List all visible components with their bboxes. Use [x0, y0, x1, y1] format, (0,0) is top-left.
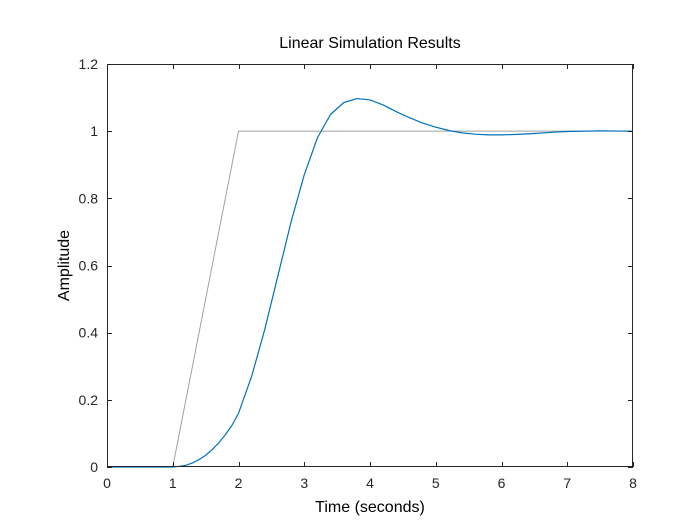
x-tick-label: 2 — [235, 475, 243, 491]
x-tick-label: 3 — [300, 475, 308, 491]
x-tick-label: 1 — [169, 475, 177, 491]
y-tick-label: 1.2 — [79, 56, 99, 72]
y-axis-title: Amplitude — [56, 230, 73, 301]
x-tick-label: 4 — [366, 475, 374, 491]
x-tick-label: 6 — [498, 475, 506, 491]
y-tick-label: 0.6 — [79, 258, 99, 274]
x-tick-label: 0 — [103, 475, 111, 491]
y-tick-label: 1 — [90, 123, 98, 139]
y-tick-label: 0.4 — [79, 325, 99, 341]
x-tick-label: 5 — [432, 475, 440, 491]
axes-background — [107, 64, 633, 467]
x-tick-label: 8 — [629, 475, 637, 491]
x-tick-label: 7 — [563, 475, 571, 491]
y-tick-label: 0.2 — [79, 392, 99, 408]
y-tick-label: 0 — [90, 459, 98, 475]
series-line-2 — [107, 97, 634, 468]
plot-area: 0 1 2 3 4 5 6 7 8 0 0.2 0.4 0.6 0.8 1 1.2 — [79, 56, 638, 491]
chart-title: Linear Simulation Results — [279, 35, 460, 52]
x-axis-title: Time (seconds) — [315, 499, 425, 516]
y-tick-label: 0.8 — [79, 190, 99, 206]
ticks-layer: 0 1 2 3 4 5 6 7 8 0 0.2 0.4 0.6 0.8 1 1.2 — [79, 56, 638, 491]
